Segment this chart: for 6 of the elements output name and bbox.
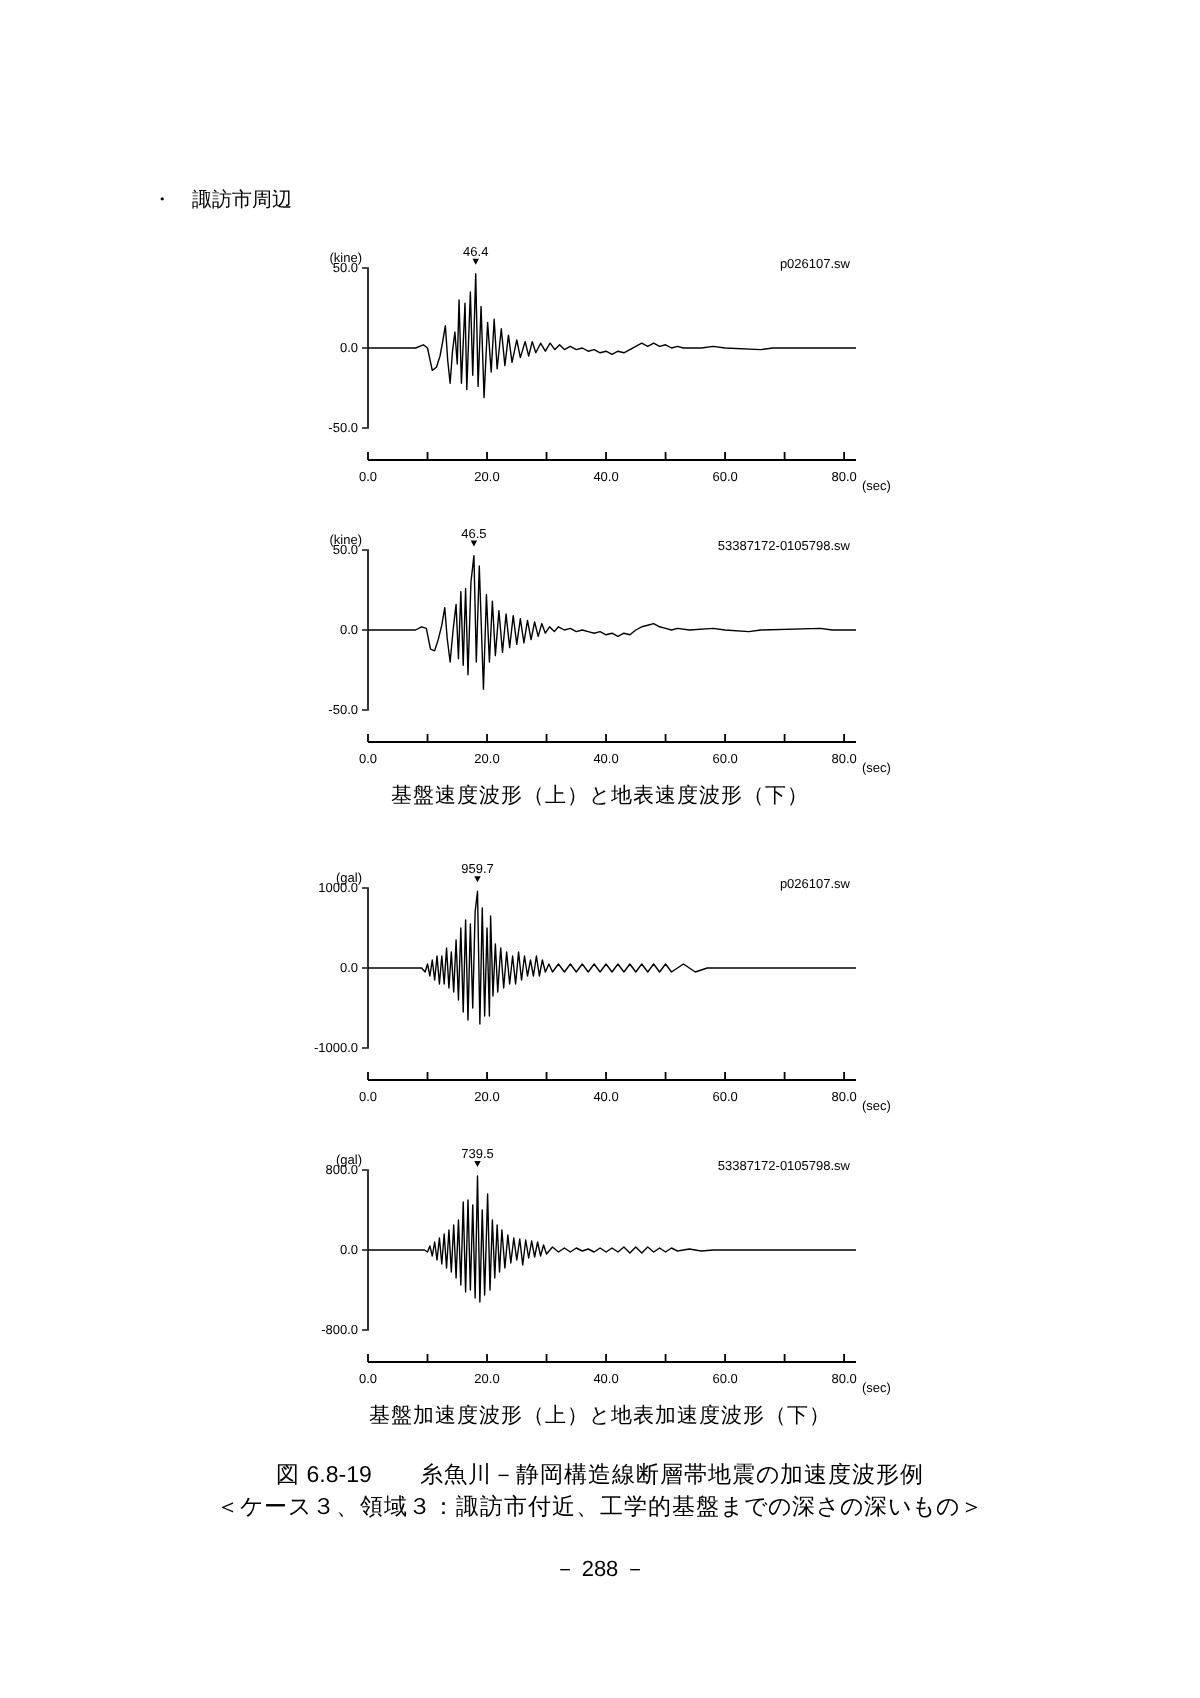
text: 基盤加速度波形（上）と地表加速度波形（下） <box>367 1402 833 1430</box>
text: ＜ケース３、領域３：諏訪市付近、工学的基盤までの深さの深いもの＞ <box>214 1492 986 1524</box>
caption: 図 6.8-19 糸魚川－静岡構造線断層帯地震の加速度波形例 <box>274 1461 926 1492</box>
text: 基盤速度波形（上）と地表速度波形（下） <box>389 782 811 810</box>
text: － 288 － <box>551 1556 649 1584</box>
chart-title: ・ 諏訪市周辺 <box>152 190 292 214</box>
